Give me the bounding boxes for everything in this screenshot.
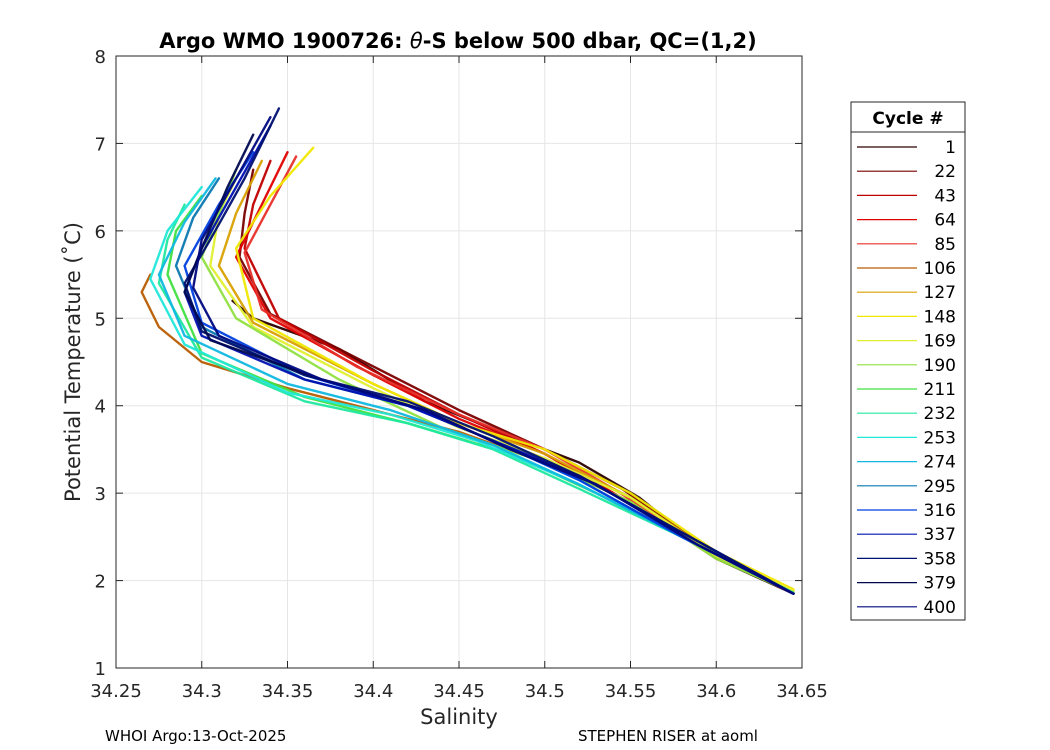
y-tick-label: 3 xyxy=(95,484,106,505)
series-line-cycle-232 xyxy=(157,203,795,594)
y-tick-label: 6 xyxy=(95,222,106,243)
footer-left: WHOI Argo:13-Oct-2025 xyxy=(105,727,286,745)
x-tick-label: 34.55 xyxy=(605,681,657,702)
legend-items: 1 22 43 64 85 106 127 148 169 190 211 232 253 274 295 3… xyxy=(857,138,956,618)
x-tick-label: 34.3 xyxy=(182,681,222,702)
legend-label-400: 400 xyxy=(924,598,956,618)
axes: 34.25 34.3 34.35 34.4 34.45 34.5 34.55 34.6 34.6… xyxy=(90,47,828,702)
y-tick-label: 7 xyxy=(95,134,106,155)
series-line-cycle-22 xyxy=(238,168,795,595)
y-tick-label: 2 xyxy=(95,572,106,593)
x-tick-label: 34.65 xyxy=(776,681,828,702)
x-tick-label: 34.45 xyxy=(433,681,485,702)
y-tick-label: 8 xyxy=(95,47,106,68)
legend-label-85: 85 xyxy=(934,235,956,255)
legend-label-127: 127 xyxy=(924,283,956,303)
series-group xyxy=(140,107,795,595)
legend-label-1: 1 xyxy=(945,138,956,158)
chart-title-suffix: -S below 500 dbar, QC=(1,2) xyxy=(423,29,757,53)
legend-label-211: 211 xyxy=(924,380,956,400)
y-tick-label: 1 xyxy=(95,659,106,680)
legend-label-106: 106 xyxy=(924,259,956,279)
legend-label-43: 43 xyxy=(934,186,956,206)
legend-label-64: 64 xyxy=(934,211,956,231)
legend: Cycle # 1 22 43 64 85 106 127 148 169 190 211 232 25… xyxy=(850,101,966,621)
legend-label-358: 358 xyxy=(924,549,956,569)
series-line-cycle-274 xyxy=(157,177,795,595)
y-tick-label: 4 xyxy=(95,397,106,418)
y-tick-label: 5 xyxy=(95,309,106,330)
legend-label-337: 337 xyxy=(924,525,956,545)
legend-label-295: 295 xyxy=(924,477,956,497)
legend-label-379: 379 xyxy=(924,574,956,594)
x-tick-label: 34.25 xyxy=(90,681,142,702)
legend-label-232: 232 xyxy=(924,404,956,424)
legend-label-274: 274 xyxy=(924,453,956,473)
footer-right: STEPHEN RISER at aoml xyxy=(578,727,758,745)
legend-label-190: 190 xyxy=(924,356,956,376)
x-tick-label: 34.35 xyxy=(262,681,314,702)
chart-title-prefix: Argo WMO 1900726: xyxy=(159,29,410,53)
legend-label-148: 148 xyxy=(924,307,956,327)
legend-label-22: 22 xyxy=(934,162,956,182)
x-axis-label: Salinity xyxy=(420,705,498,729)
x-tick-label: 34.4 xyxy=(353,681,393,702)
x-tick-label: 34.6 xyxy=(696,681,736,702)
legend-label-169: 169 xyxy=(924,332,956,352)
legend-title: Cycle # xyxy=(872,109,943,129)
legend-label-316: 316 xyxy=(924,501,956,521)
chart-title: Argo WMO 1900726: θ-S below 500 dbar, QC… xyxy=(159,29,756,53)
x-tick-label: 34.5 xyxy=(525,681,565,702)
legend-label-253: 253 xyxy=(924,428,956,448)
y-axis-label: Potential Temperature (˚C) xyxy=(61,222,85,502)
chart-title-theta: θ xyxy=(410,29,423,53)
series-line-cycle-400 xyxy=(191,115,795,595)
